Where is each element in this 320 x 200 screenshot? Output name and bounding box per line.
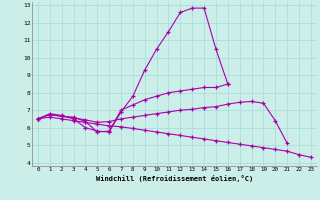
X-axis label: Windchill (Refroidissement éolien,°C): Windchill (Refroidissement éolien,°C) [96, 175, 253, 182]
